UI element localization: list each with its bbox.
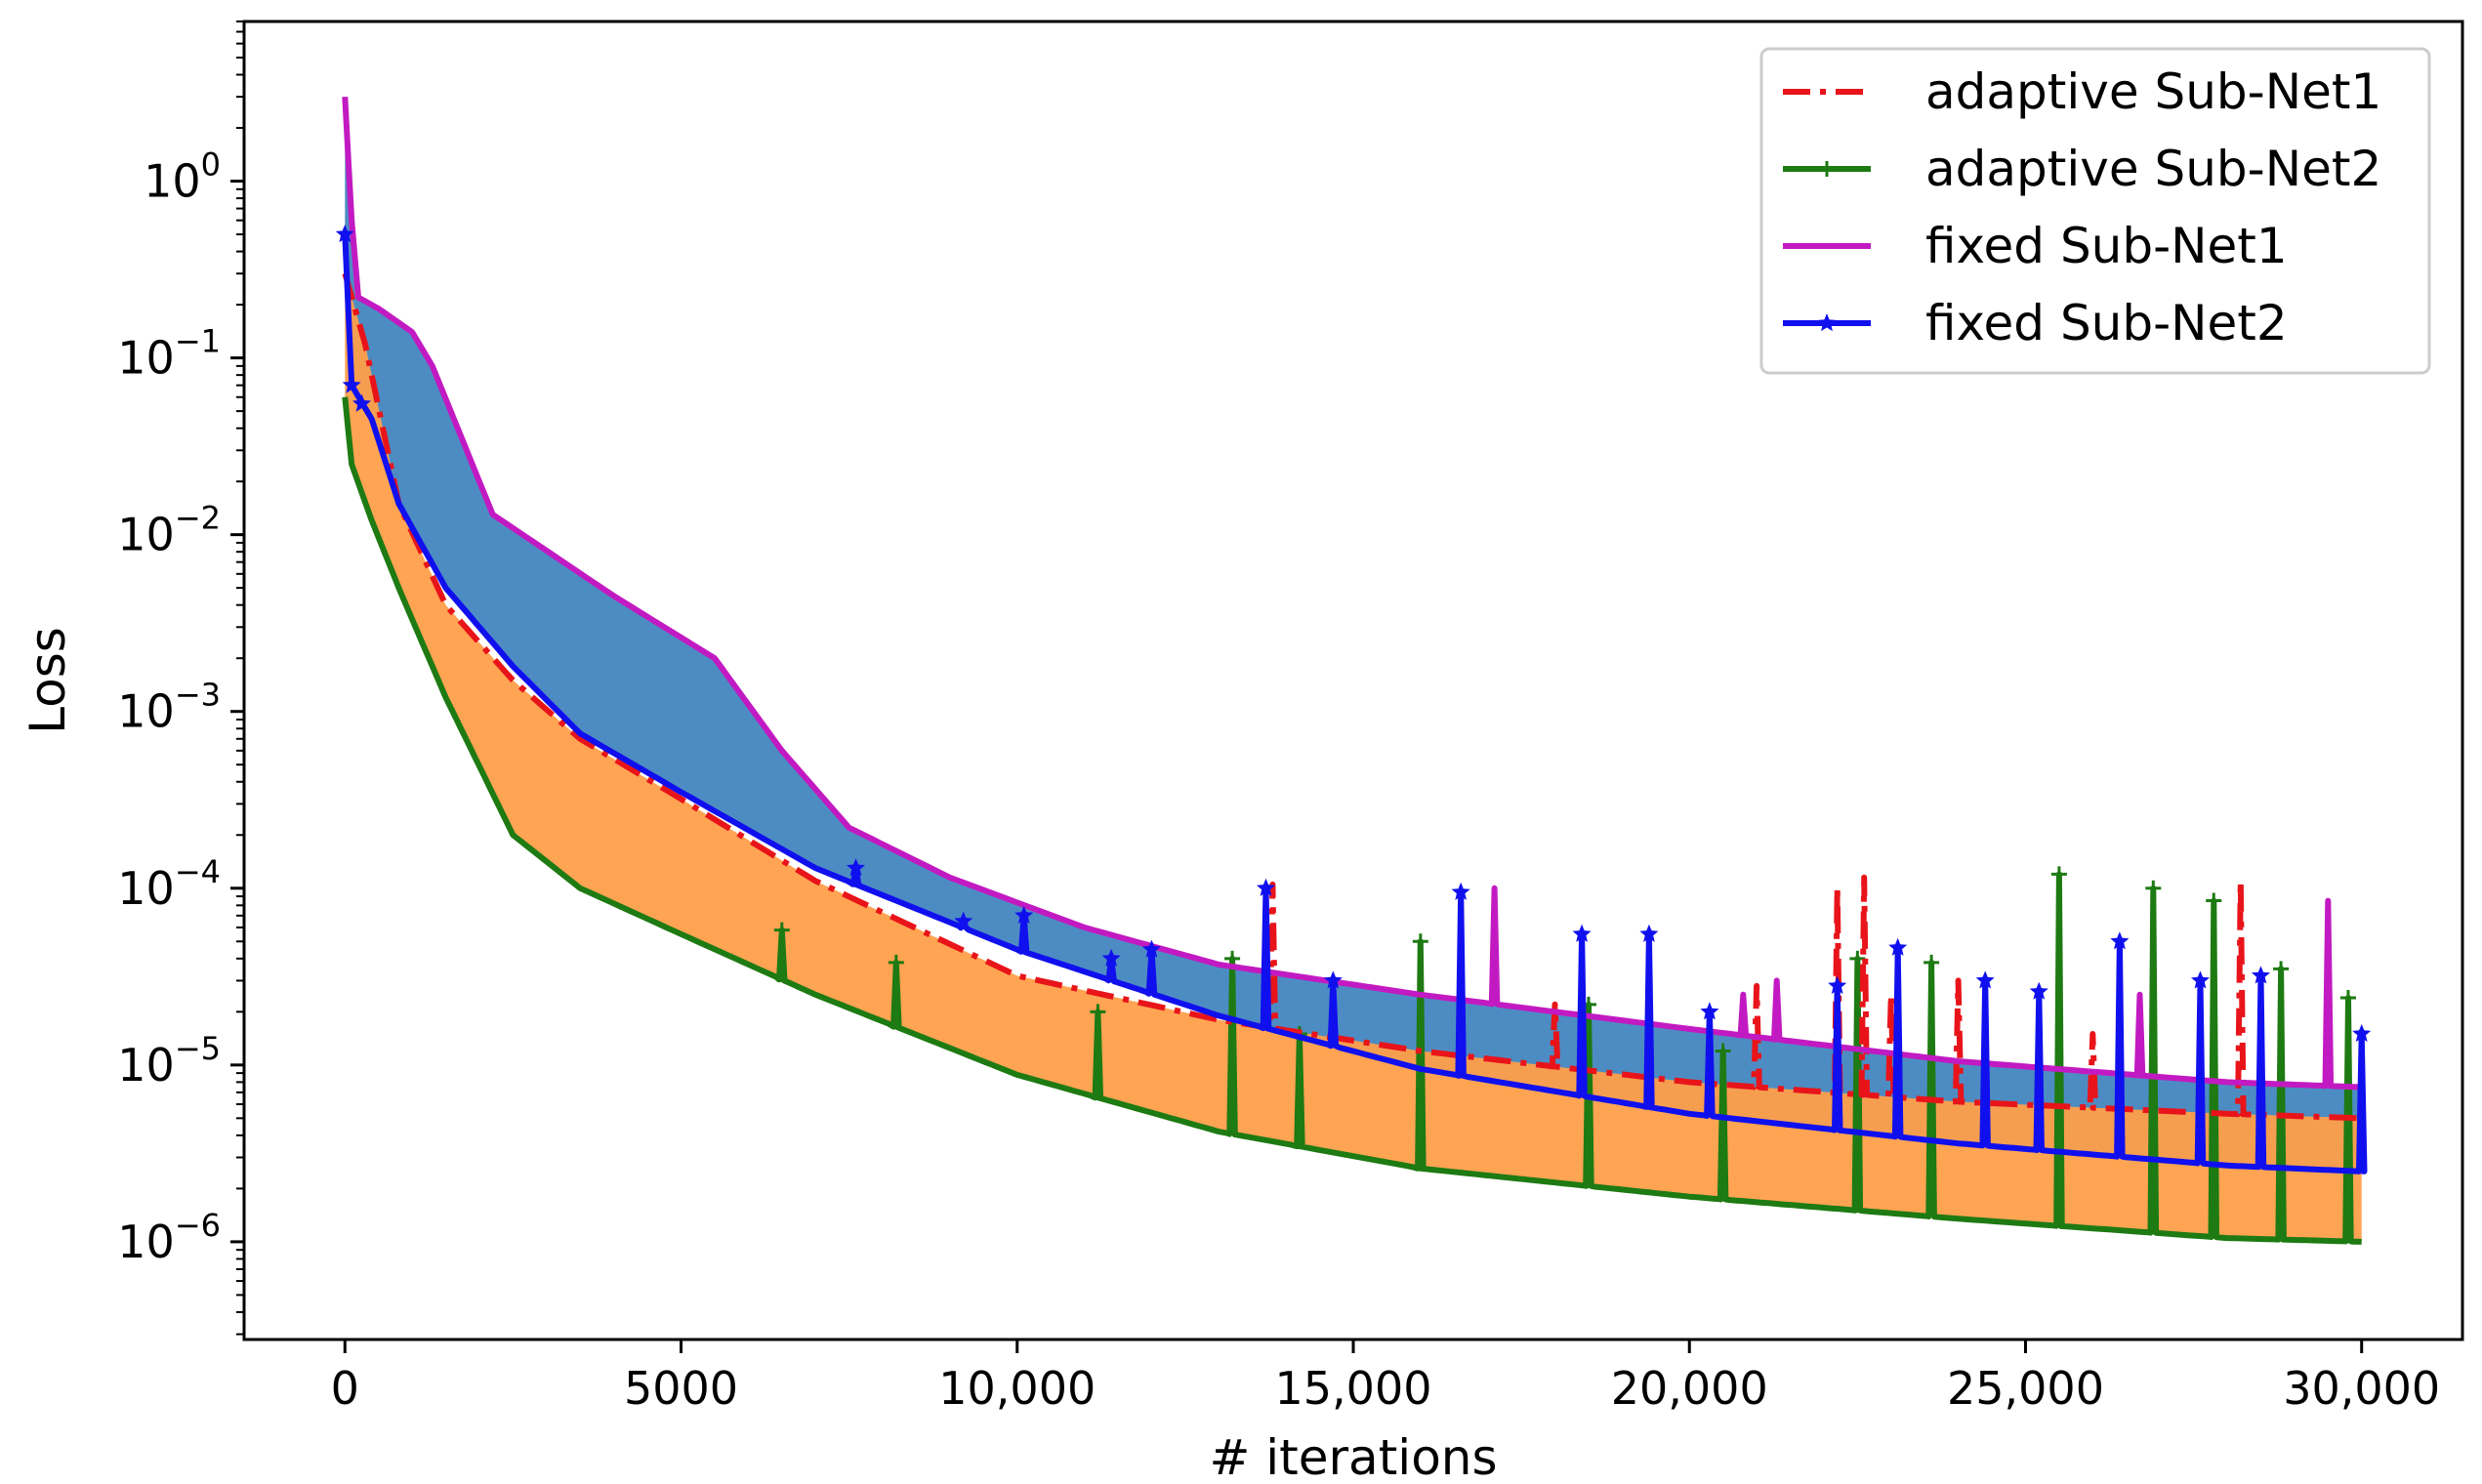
x-tick-label: 0 (331, 1362, 359, 1415)
x-tick-label: 20,000 (1611, 1362, 1768, 1415)
legend-item-adaptive-sub-net1: adaptive Sub-Net1 (1783, 63, 2381, 120)
data-point-plus (1090, 1004, 1106, 1020)
data-point-star (1101, 948, 1121, 967)
data-point-plus (1849, 950, 1866, 967)
legend-label: adaptive Sub-Net1 (1925, 63, 2381, 120)
data-point-plus (2145, 880, 2162, 896)
data-point-star (1451, 882, 1470, 900)
data-point-plus (888, 954, 904, 970)
data-point-star (1572, 924, 1592, 942)
data-point-star (352, 393, 371, 412)
legend-item-fixed-sub-net2: fixed Sub-Net2 (1783, 295, 2288, 351)
data-point-star (2251, 966, 2270, 984)
data-point-star (954, 911, 973, 929)
legend-marker-plus (1819, 161, 1835, 177)
y-tick-label: 10−2 (117, 500, 221, 561)
data-point-star (1323, 970, 1343, 989)
y-tick-label: 10−5 (117, 1030, 221, 1092)
data-point-plus (2273, 961, 2290, 977)
data-point-plus (1924, 954, 1940, 970)
data-point-star (2352, 1024, 2372, 1042)
x-axis-title: # iterations (1209, 1429, 1497, 1484)
x-tick-label: 30,000 (2283, 1362, 2440, 1415)
data-point-star (1257, 878, 1275, 896)
series-fixed-sub-net1 (342, 96, 2362, 1091)
series-line-adaptive-sub-net2 (342, 396, 2362, 1245)
fill-layer (345, 97, 2362, 1242)
legend: adaptive Sub-Net1 adaptive Sub-Net2 fixed … (1759, 47, 2431, 375)
data-point-plus (2206, 892, 2222, 909)
legend-box (1759, 47, 2431, 375)
data-point-star (2029, 981, 2048, 1000)
y-tick-label: 10−1 (117, 323, 221, 385)
data-point-star (2191, 970, 2210, 989)
data-point-star (1141, 939, 1161, 958)
data-point-star (2110, 931, 2130, 950)
data-point-plus (1412, 933, 1428, 950)
data-point-plus (2050, 866, 2067, 883)
line-layer (335, 96, 2372, 1245)
legend-item-adaptive-sub-net2: adaptive Sub-Net2 (1783, 141, 2381, 197)
data-point-star (1700, 1002, 1719, 1020)
series-fixed-sub-net2 (335, 225, 2372, 1175)
legend-label: fixed Sub-Net2 (1925, 295, 2288, 351)
y-tick-label: 100 (144, 146, 221, 208)
data-point-star (1828, 975, 1847, 994)
x-tick-label: 10,000 (938, 1362, 1096, 1415)
data-point-plus (773, 922, 790, 938)
legend-label: adaptive Sub-Net2 (1925, 141, 2381, 197)
data-point-star (335, 225, 354, 243)
data-point-star (1975, 970, 1995, 989)
data-point-star (1014, 905, 1034, 924)
y-axis-title: Loss (20, 627, 76, 734)
data-point-plus (2339, 989, 2356, 1006)
y-tick-label: 10−3 (117, 677, 221, 738)
series-line-adaptive-sub-net1 (342, 272, 2362, 1122)
data-point-plus (1715, 1043, 1731, 1059)
data-point-star (1888, 937, 1908, 956)
data-point-star (342, 375, 361, 393)
data-point-star (847, 858, 865, 877)
legend-label: fixed Sub-Net1 (1925, 218, 2288, 274)
fill-adaptive-gap (345, 273, 2362, 1242)
legend-marker-star (1817, 313, 1837, 332)
data-point-star (1639, 924, 1659, 942)
legend-item-fixed-sub-net1: fixed Sub-Net1 (1783, 218, 2288, 274)
x-axis-ticks: 0 5000 10,000 15,000 20,000 25,000 30,000 (331, 1340, 2440, 1415)
y-axis-ticks: 100 10−1 10−2 10−3 10−4 10−5 10−6 (117, 21, 244, 1336)
y-tick-label: 10−6 (117, 1207, 221, 1268)
x-tick-label: 25,000 (1947, 1362, 2104, 1415)
y-tick-label: 10−4 (117, 853, 221, 915)
series-line-fixed-sub-net1 (342, 96, 2362, 1091)
series-adaptive-sub-net1 (342, 272, 2362, 1122)
series-line-fixed-sub-net2 (342, 233, 2368, 1175)
x-tick-label: 5000 (624, 1362, 738, 1415)
x-tick-label: 15,000 (1275, 1362, 1432, 1415)
